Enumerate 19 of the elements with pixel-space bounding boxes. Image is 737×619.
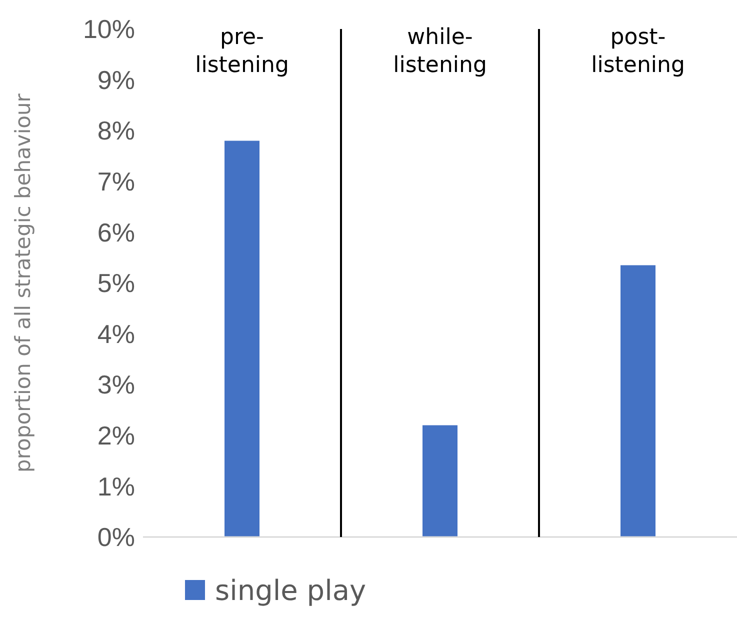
legend-label: single play [215, 574, 366, 607]
x-tick-label: while- listening [393, 25, 487, 78]
x-tick-label: pre- listening [195, 25, 289, 78]
y-tick-label: 10% [82, 14, 135, 44]
y-tick-label: 9% [97, 64, 135, 95]
y-tick-label: 8% [97, 116, 135, 146]
bar [224, 140, 260, 537]
y-axis-title: proportion of all strategic behaviour [11, 93, 35, 472]
y-tick-label: 1% [97, 471, 135, 502]
y-tick-label: 3% [97, 370, 135, 400]
y-tick-label: 6% [97, 217, 135, 248]
x-tick-label: post- listening [591, 25, 685, 78]
y-tick-label: 0% [97, 522, 135, 552]
y-tick-label: 2% [97, 420, 135, 450]
bar [620, 265, 656, 537]
bar [422, 425, 458, 537]
y-tick-label: 7% [97, 166, 135, 196]
y-tick-label: 5% [97, 268, 135, 298]
y-tick-label: 4% [97, 318, 135, 349]
